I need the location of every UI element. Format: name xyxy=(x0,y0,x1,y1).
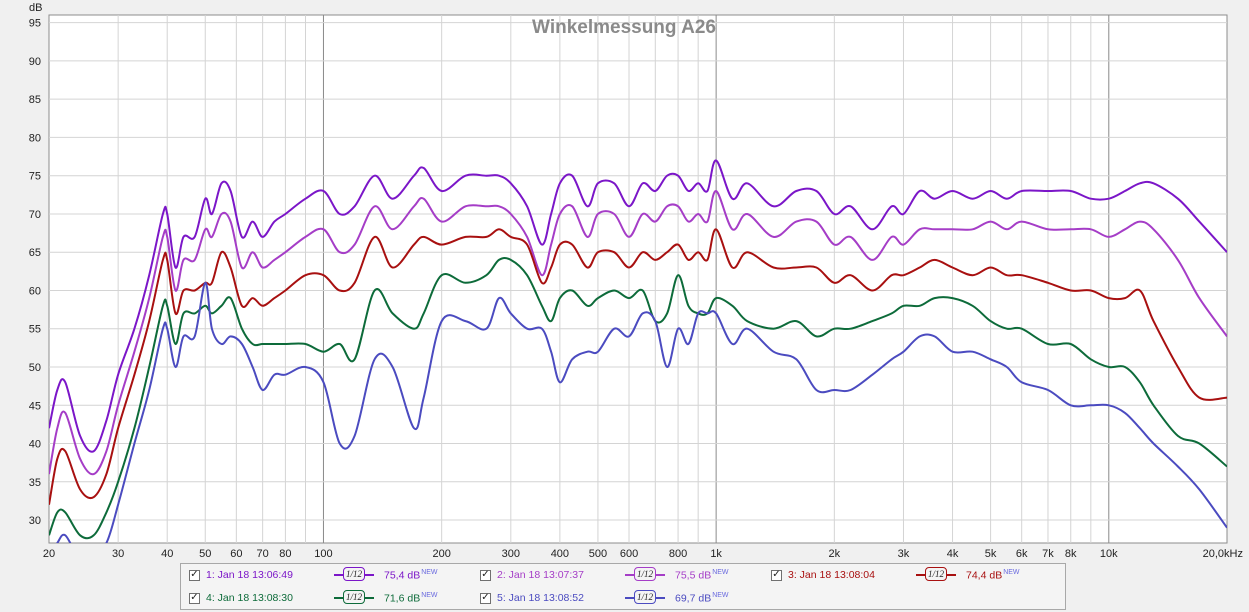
legend-series-label: 3: Jan 18 13:08:04 xyxy=(788,569,875,581)
smoothing-button[interactable]: 1/12 xyxy=(334,567,374,583)
x-tick-label: 600 xyxy=(620,548,638,560)
x-tick-label: 80 xyxy=(279,548,291,560)
legend-series-label: 5: Jan 18 13:08:52 xyxy=(497,592,584,604)
x-tick-label: 70 xyxy=(257,548,269,560)
legend-level: 69,7 dBNEW xyxy=(675,591,729,605)
legend-level: 75,4 dBNEW xyxy=(384,568,438,582)
y-tick-label: 30 xyxy=(29,515,41,527)
smoothing-button[interactable]: 1/12 xyxy=(916,567,956,583)
x-tick-label: 4k xyxy=(947,548,959,560)
y-tick-label: 35 xyxy=(29,477,41,489)
grid-lines xyxy=(49,15,1227,543)
x-tick-label: 100 xyxy=(314,548,332,560)
plot-area xyxy=(48,14,1228,544)
x-tick-label: 2k xyxy=(829,548,841,560)
series-line-4 xyxy=(49,256,1227,540)
legend-checkbox[interactable]: ✓ xyxy=(480,592,491,604)
legend-series-label: 1: Jan 18 13:06:49 xyxy=(206,569,293,581)
smoothing-label: 1/12 xyxy=(925,567,947,581)
y-axis-ticks: 30 35 40 45 50 55 60 65 70 75 80 85 90 95 xyxy=(29,18,41,527)
legend-level: 71,6 dBNEW xyxy=(384,591,438,605)
smoothing-button[interactable]: 1/12 xyxy=(625,567,665,583)
series-line-3 xyxy=(49,228,1227,505)
series-line-5 xyxy=(56,281,1227,543)
x-tick-label: 60 xyxy=(230,548,242,560)
y-tick-label: 70 xyxy=(29,209,41,221)
smoothing-label: 1/12 xyxy=(634,567,656,581)
x-tick-label: 8k xyxy=(1065,548,1077,560)
x-axis-ticks: 20 30 40 50 60 70 80 100 200 300 400 500 600 800 1k 2k 3… xyxy=(43,548,1243,560)
smoothing-button[interactable]: 1/12 xyxy=(334,590,374,606)
y-tick-label: 85 xyxy=(29,94,41,106)
y-tick-label: 90 xyxy=(29,56,41,68)
smoothing-label: 1/12 xyxy=(634,590,656,604)
legend-checkbox[interactable]: ✓ xyxy=(771,569,782,581)
y-tick-label: 50 xyxy=(29,362,41,374)
legend-entry-5: ✓ 5: Jan 18 13:08:52 1/12 69,7 dBNEW xyxy=(480,589,729,607)
frequency-response-chart: 30 35 40 45 50 55 60 65 70 75 80 85 90 95 20 30 40 50 60 7… xyxy=(29,2,1243,560)
smoothing-button[interactable]: 1/12 xyxy=(625,590,665,606)
legend-level: 75,5 dBNEW xyxy=(675,568,729,582)
x-tick-label: 500 xyxy=(589,548,607,560)
series-line-2 xyxy=(49,189,1227,476)
legend-series-label: 2: Jan 18 13:07:37 xyxy=(497,569,584,581)
new-badge: NEW xyxy=(421,568,438,576)
x-tick-label: 20,0kHz xyxy=(1203,548,1243,560)
x-tick-label: 40 xyxy=(161,548,173,560)
x-tick-label: 7k xyxy=(1042,548,1054,560)
legend-entry-1: ✓ 1: Jan 18 13:06:49 1/12 75,4 dBNEW xyxy=(189,566,438,584)
x-tick-label: 3k xyxy=(898,548,910,560)
legend-entry-2: ✓ 2: Jan 18 13:07:37 1/12 75,5 dBNEW xyxy=(480,566,729,584)
legend-level: 74,4 dBNEW xyxy=(966,568,1020,582)
legend-checkbox[interactable]: ✓ xyxy=(189,592,200,604)
new-badge: NEW xyxy=(712,568,729,576)
series-line-1 xyxy=(49,159,1227,453)
legend-checkbox[interactable]: ✓ xyxy=(189,569,200,581)
legend: ✓ 1: Jan 18 13:06:49 1/12 75,4 dBNEW ✓ 2: Jan… xyxy=(180,563,1066,610)
y-tick-label: 40 xyxy=(29,439,41,451)
y-tick-label: 80 xyxy=(29,132,41,144)
x-tick-label: 30 xyxy=(112,548,124,560)
x-tick-label: 5k xyxy=(985,548,997,560)
x-tick-label: 800 xyxy=(669,548,687,560)
x-tick-label: 6k xyxy=(1016,548,1028,560)
x-tick-label: 300 xyxy=(502,548,520,560)
x-tick-label: 400 xyxy=(551,548,569,560)
new-badge: NEW xyxy=(1003,568,1020,576)
new-badge: NEW xyxy=(712,591,729,599)
x-tick-label: 10k xyxy=(1100,548,1118,560)
legend-checkbox[interactable]: ✓ xyxy=(480,569,491,581)
y-tick-label: 65 xyxy=(29,247,41,259)
y-tick-label: 75 xyxy=(29,171,41,183)
x-tick-label: 200 xyxy=(432,548,450,560)
legend-series-label: 4: Jan 18 13:08:30 xyxy=(206,592,293,604)
smoothing-label: 1/12 xyxy=(343,567,365,581)
x-tick-label: 50 xyxy=(199,548,211,560)
y-axis-label: dB xyxy=(29,2,42,14)
y-tick-label: 55 xyxy=(29,324,41,336)
legend-entry-3: ✓ 3: Jan 18 13:08:04 1/12 74,4 dBNEW xyxy=(771,566,1020,584)
smoothing-label: 1/12 xyxy=(343,590,365,604)
y-tick-label: 45 xyxy=(29,400,41,412)
new-badge: NEW xyxy=(421,591,438,599)
x-tick-label: 1k xyxy=(710,548,722,560)
series-lines xyxy=(49,159,1227,543)
legend-entry-4: ✓ 4: Jan 18 13:08:30 1/12 71,6 dBNEW xyxy=(189,589,438,607)
y-tick-label: 60 xyxy=(29,285,41,297)
y-tick-label: 95 xyxy=(29,18,41,30)
x-tick-label: 20 xyxy=(43,548,55,560)
chart-title: Winkelmessung A26 xyxy=(532,17,716,38)
